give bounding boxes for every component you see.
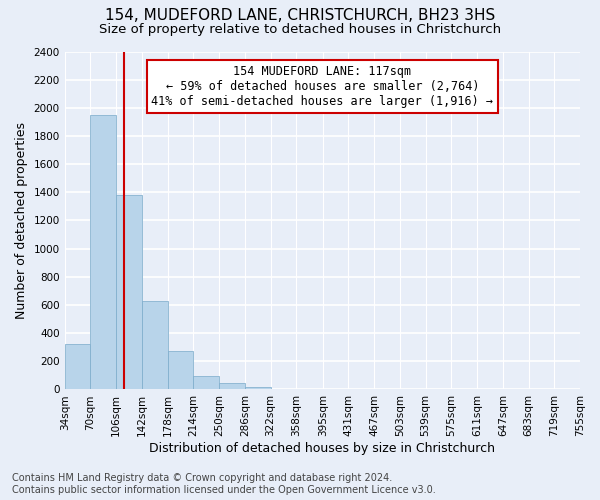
Bar [219, 383, 245, 390]
Bar [65, 344, 91, 390]
Bar [116, 195, 142, 390]
Bar [193, 376, 219, 390]
Text: 154, MUDEFORD LANE, CHRISTCHURCH, BH23 3HS: 154, MUDEFORD LANE, CHRISTCHURCH, BH23 3… [105, 8, 495, 22]
Bar [245, 386, 271, 390]
Bar [142, 300, 167, 390]
Text: 154 MUDEFORD LANE: 117sqm
← 59% of detached houses are smaller (2,764)
41% of se: 154 MUDEFORD LANE: 117sqm ← 59% of detac… [151, 65, 493, 108]
Y-axis label: Number of detached properties: Number of detached properties [15, 122, 28, 319]
X-axis label: Distribution of detached houses by size in Christchurch: Distribution of detached houses by size … [149, 442, 496, 455]
Text: Contains HM Land Registry data © Crown copyright and database right 2024.
Contai: Contains HM Land Registry data © Crown c… [12, 474, 436, 495]
Bar [91, 115, 116, 390]
Bar [167, 350, 193, 390]
Text: Size of property relative to detached houses in Christchurch: Size of property relative to detached ho… [99, 22, 501, 36]
